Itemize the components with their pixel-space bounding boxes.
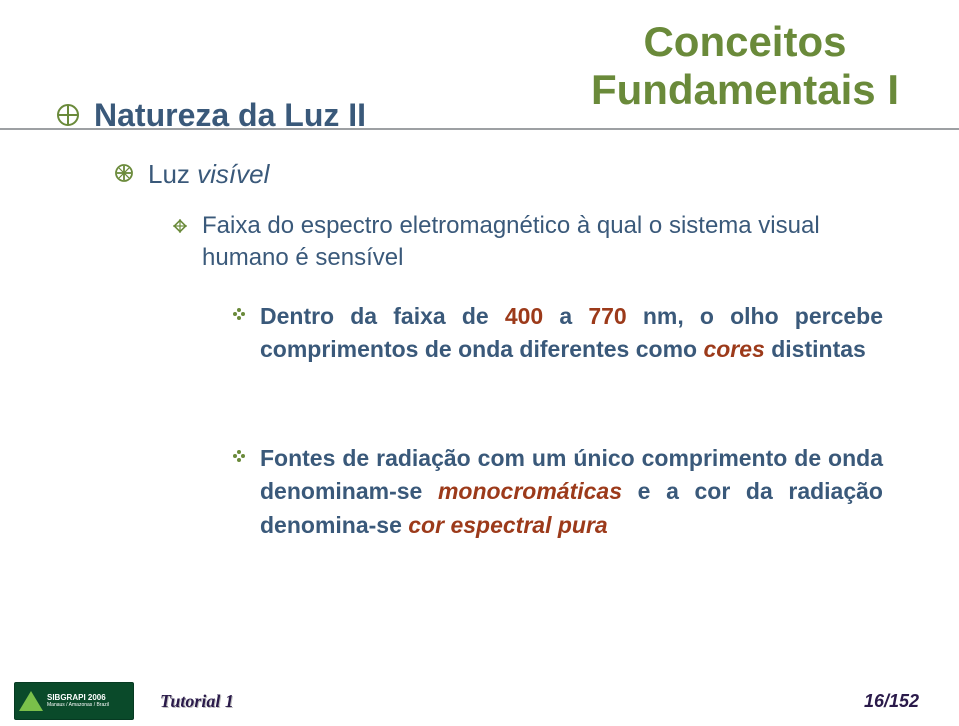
bullet-level4-icon <box>232 304 246 367</box>
body-bullet-2b: Fontes de radiação com um único comprime… <box>232 442 883 542</box>
body2a-p1: Dentro da faixa de <box>260 303 505 329</box>
title-line-1: Conceitos <box>591 18 899 66</box>
body2b-text: Fontes de radiação com um único comprime… <box>260 442 883 542</box>
bullet-level3-icon <box>172 214 188 275</box>
subheading: Luz visível <box>148 159 269 190</box>
logo-text-wrap: SIBGRAPI 2006 Manaus / Amazonas / Brazil <box>47 694 109 708</box>
tutorial-label: Tutorial 1 <box>160 691 234 712</box>
body2a-n1: 400 <box>505 303 543 329</box>
section-heading: Natureza da Luz II <box>94 97 366 134</box>
subheading-prefix: Luz <box>148 159 197 189</box>
body2a-n2: 770 <box>588 303 626 329</box>
body2a-p4: distintas <box>765 336 866 362</box>
subheading-row: Luz visível <box>114 158 269 190</box>
logo-triangle-icon <box>19 691 43 711</box>
slide-title: Conceitos Fundamentais I <box>591 18 899 115</box>
subheading-italic: visível <box>197 159 269 189</box>
body-bullet-1: Faixa do espectro eletromagnético à qual… <box>172 210 883 275</box>
logo-text-bottom: Manaus / Amazonas / Brazil <box>47 703 109 709</box>
footer: SIBGRAPI 2006 Manaus / Amazonas / Brazil… <box>0 682 959 726</box>
bullet-level4-icon <box>232 446 246 542</box>
conference-logo: SIBGRAPI 2006 Manaus / Amazonas / Brazil <box>14 682 134 720</box>
body2b-em1: monocromáticas <box>438 478 622 504</box>
body-bullet-2a: Dentro da faixa de 400 a 770 nm, o olho … <box>232 300 883 367</box>
body2b-em2: cor espectral pura <box>408 512 607 538</box>
title-line-2: Fundamentais I <box>591 66 899 114</box>
body2a-p2: a <box>543 303 588 329</box>
page-number: 16/152 <box>864 691 919 712</box>
bullet-level2-icon <box>114 162 134 190</box>
section-heading-row: Natureza da Luz II <box>56 96 366 134</box>
body2a-text: Dentro da faixa de 400 a 770 nm, o olho … <box>260 300 883 367</box>
body2a-em: cores <box>703 336 764 362</box>
body1-text: Faixa do espectro eletromagnético à qual… <box>202 210 883 275</box>
bullet-level1-icon <box>56 102 80 134</box>
